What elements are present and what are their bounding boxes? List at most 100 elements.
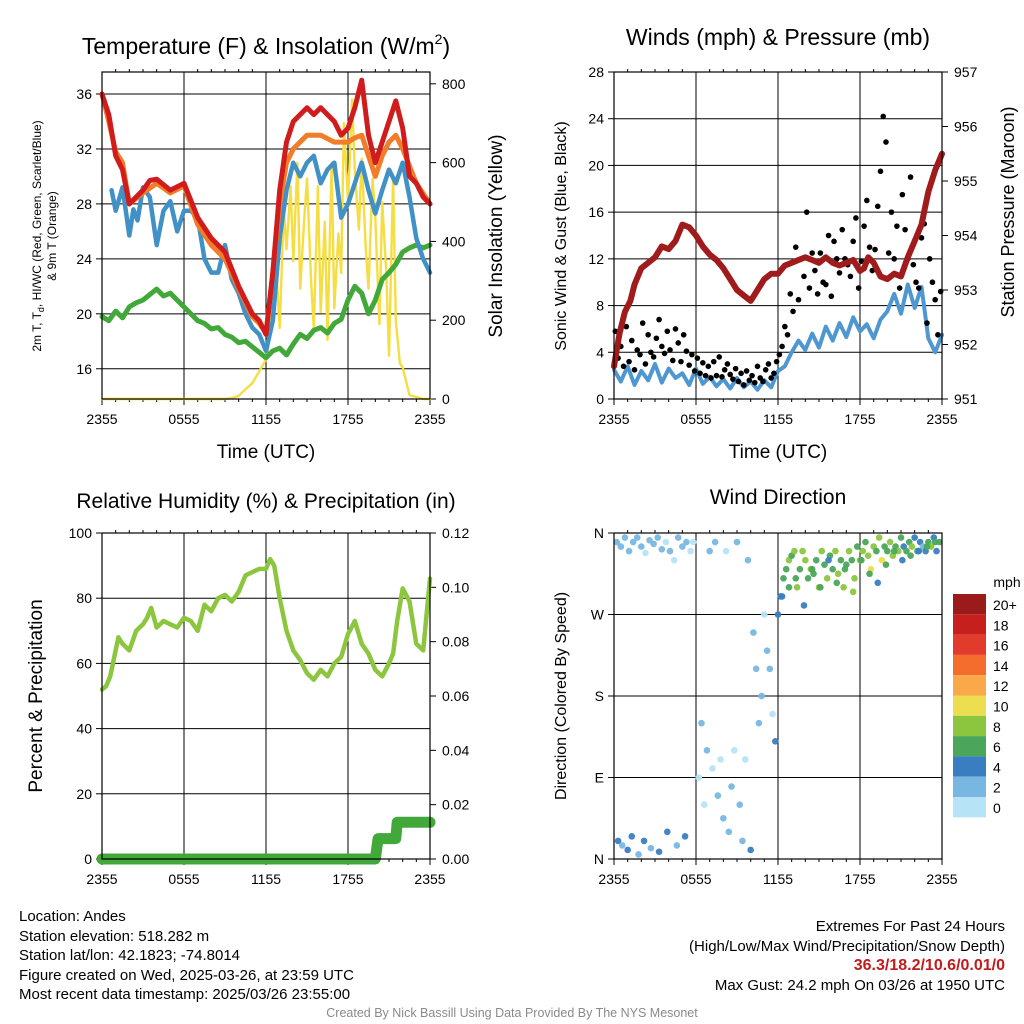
direction-point [624,846,631,854]
temperature-y-tick-label: 32 [76,141,92,157]
gust-point [929,279,936,286]
direction-point [769,710,776,718]
legend-swatch [953,776,986,797]
direction-point [799,547,806,555]
direction-point [698,719,705,727]
recent-timestamp: Most recent data timestamp: 2025/03/26 2… [19,986,351,1003]
legend-swatch [953,594,986,615]
gust-point [801,273,807,280]
solar-y-tick-label: 800 [442,76,466,92]
direction-point [837,556,845,564]
direction-point [907,552,914,559]
gust-point [790,308,796,315]
gust-point [669,357,676,364]
gust-point [700,359,706,366]
gust-point [782,323,788,330]
direction-point [635,851,642,858]
wind-y-tick-label: 24 [588,111,604,127]
gust-point [861,223,867,229]
temperature-y-tick-label: 24 [76,251,92,267]
pressure-series-line [611,150,945,370]
pressure-y-tick-label: 954 [954,228,978,244]
gust-point [637,351,643,358]
direction-point [736,801,744,808]
gust-point [631,367,638,373]
humidity-series-line [99,556,433,692]
gust-point [792,244,799,250]
direction-point [761,611,768,618]
direction-point [911,534,918,541]
gust-point [864,197,870,204]
legend-label: 4 [993,759,1001,775]
gust-point [924,320,930,326]
x-tick-label: 2355 [926,411,957,427]
gust-point [891,256,897,262]
gust-point [710,358,717,365]
gust-point [675,340,682,346]
gust-point [656,316,662,323]
humidity-y-tick-label: 80 [76,590,92,606]
direction-y-tick-label: N [594,851,604,867]
direction-point [908,543,916,550]
max-gust: Max Gust: 24.2 mph On 03/26 at 1950 UTC [714,976,1005,994]
direction-point [808,565,816,573]
direction-point [864,552,872,559]
gust-point [877,168,884,175]
direction-point [725,828,733,836]
direction-point [886,538,894,546]
direction-point [812,556,820,564]
x-tick-label: 0555 [168,871,199,887]
winds-xlabel: Time (UTC) [729,442,828,463]
x-tick-label: 2355 [926,871,957,887]
figure-created: Figure created on Wed, 2025-03-26, at 23… [19,966,354,984]
direction-point [728,783,735,790]
precip-y-tick-label: 0.12 [442,525,469,541]
gust-point [735,378,742,385]
legend-label: 20+ [993,597,1017,613]
direction-point [687,547,694,555]
solar-y-tick-label: 0 [442,391,450,407]
gust-point [653,335,660,342]
windchill-series-line [109,153,433,354]
direction-point [654,534,662,541]
wind-y-tick-label: 28 [588,64,604,80]
extremes-subheading: (High/Low/Max Wind/Precipitation/Snow De… [689,937,1005,955]
gust-point [776,351,783,358]
gust-point [661,350,668,357]
gust-point [874,203,881,210]
direction-point [778,593,786,600]
humidity-ylabel: Percent & Precipitation [26,599,47,792]
gust-point [847,273,854,280]
direction-point [862,538,869,546]
gust-point [749,372,755,379]
gust-point [902,226,908,233]
gust-point [680,331,687,338]
gust-point [883,139,889,145]
station-info: Location: Andes Station elevation: 518.2… [19,907,354,1005]
direction-point [614,837,622,845]
direction-y-tick-label: N [594,525,604,541]
x-tick-label: 1755 [844,871,875,887]
direction-point [700,801,708,808]
gust-point [762,367,769,373]
direction-point [796,565,804,573]
gust-point [872,246,878,253]
gust-point [828,293,835,300]
direction-point [890,547,898,555]
gust-point [639,320,646,326]
gust-point [825,232,832,239]
gust-point [768,375,774,381]
pressure-y-tick-label: 955 [954,173,978,189]
gust-point [628,337,635,344]
legend-swatch [953,634,986,655]
gust-point [738,370,744,377]
wind-y-tick-label: 16 [588,204,604,220]
gust-point [743,368,750,374]
plot-border [613,71,943,400]
gust-point [850,238,856,245]
gust-point [727,371,733,378]
direction-point [874,579,882,587]
gust-point [858,258,865,264]
gust-point [664,328,671,335]
plot-border [101,71,431,400]
